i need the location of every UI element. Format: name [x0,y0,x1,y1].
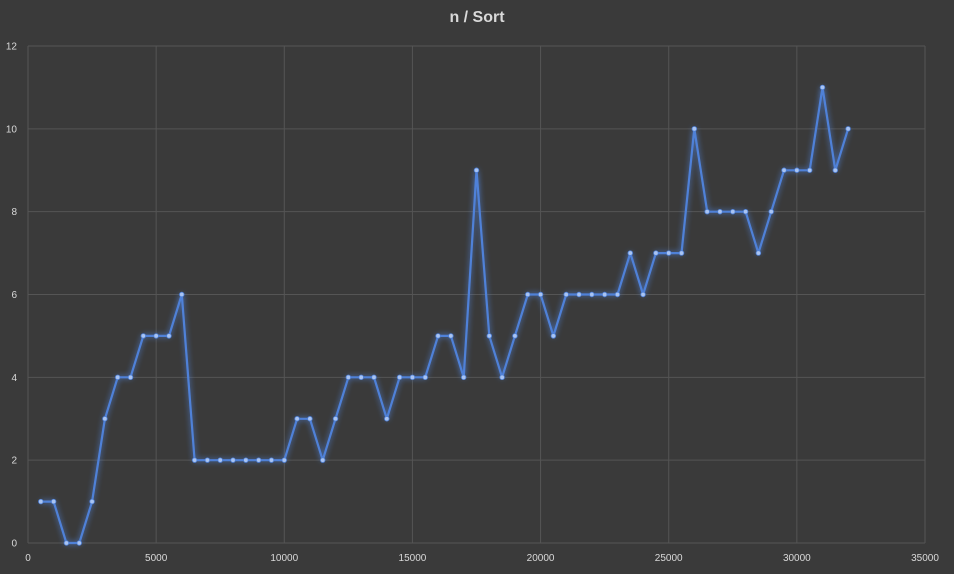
data-point [166,333,172,339]
y-tick-label: 8 [11,207,17,218]
data-point [704,208,710,215]
data-point [499,374,505,381]
data-point [806,167,813,173]
data-point [89,498,95,505]
data-point [640,291,646,298]
data-point [179,291,185,298]
data-point [460,374,467,381]
data-point [537,291,544,298]
data-point [371,374,377,381]
data-point [409,374,416,381]
data-point [832,167,838,173]
data-point [448,333,454,339]
data-point [332,416,339,422]
data-point [845,126,851,132]
data-point [550,333,557,339]
x-tick-label: 5000 [145,553,168,564]
series-line-0 [40,86,850,545]
data-point [307,416,313,422]
data-point [396,374,403,381]
data-point [204,457,211,463]
data-point [281,457,287,463]
x-tick-label: 10000 [270,553,298,564]
x-tick-label: 35000 [911,553,939,564]
x-tick-label: 15000 [399,553,427,564]
data-point [345,374,352,381]
data-point [563,291,569,298]
data-point [268,457,275,463]
data-point [730,208,736,215]
data-point [601,291,608,298]
data-point [50,498,57,505]
y-tick-label: 10 [6,124,18,135]
tick-labels: 0 5000 10000 15000 20000 25000 30000 35000 0 2 4 6 8… [6,42,939,565]
data-point [76,540,82,546]
x-tick-label: 0 [25,553,31,564]
data-point [678,250,685,256]
data-point [127,374,134,381]
data-point [666,250,672,256]
data-point [384,416,390,422]
data-point [102,416,108,422]
y-tick-label: 12 [6,42,18,53]
data-point [627,250,633,256]
data-point [63,540,70,546]
data-point [614,291,621,298]
data-point [358,374,364,381]
y-tick-label: 4 [11,373,17,384]
data-point [525,291,531,298]
data-point [512,333,518,339]
gridlines [27,45,926,544]
data-point [781,167,787,173]
data-point [255,457,262,463]
data-point [576,291,582,298]
data-point [768,208,774,215]
y-tick-label: 6 [11,290,17,301]
data-point [230,457,236,463]
data-point [819,84,826,91]
data-point [742,208,749,215]
y-tick-label: 2 [11,456,17,467]
data-point [473,167,480,173]
data-point [38,498,44,505]
data-point [320,457,326,463]
x-tick-label: 30000 [783,553,811,564]
data-point [191,457,198,463]
series-layer [38,84,851,546]
data-point [294,416,300,422]
chart-title: n / Sort [449,9,505,26]
data-point [153,333,159,339]
data-point [243,457,249,463]
data-point [435,333,441,339]
data-point [755,250,762,256]
y-tick-label: 0 [11,539,17,550]
x-tick-label: 20000 [527,553,555,564]
data-point [486,333,493,339]
data-point [653,250,659,256]
data-point [422,374,428,381]
data-point [691,126,698,132]
data-point [140,333,147,339]
data-point [717,208,723,215]
data-point [114,374,121,381]
data-point [589,291,595,298]
data-point [794,167,800,173]
data-point [217,457,223,463]
x-tick-label: 25000 [655,553,683,564]
